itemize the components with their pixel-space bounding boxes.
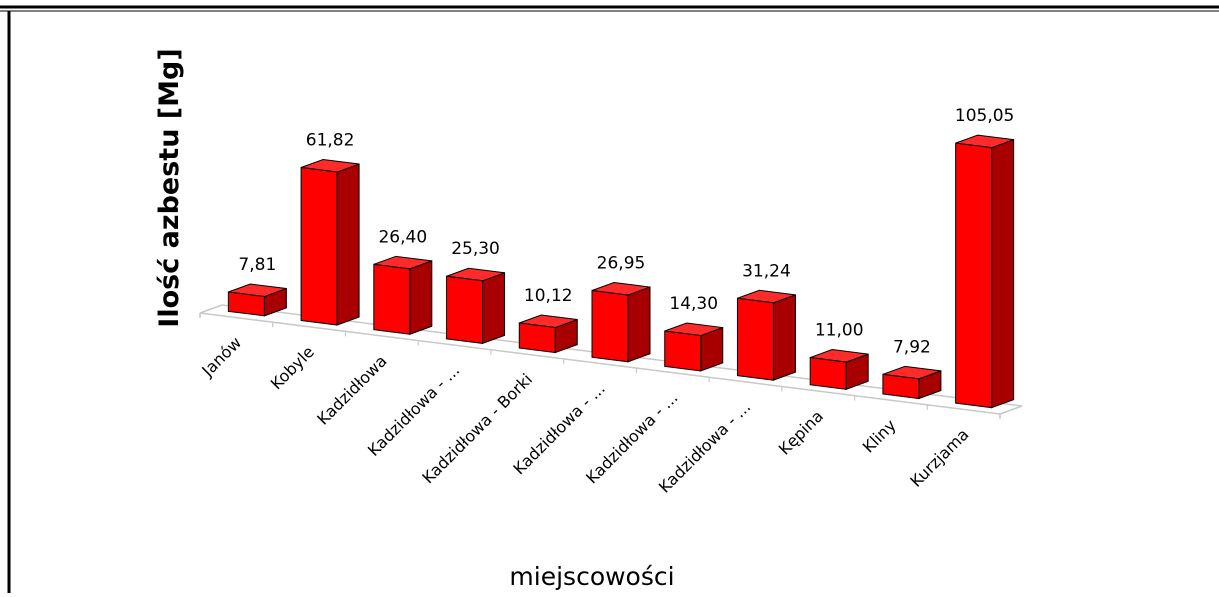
bar-front-face (373, 263, 411, 335)
bar (882, 365, 942, 400)
bar (955, 134, 1015, 409)
bar (591, 282, 651, 363)
x-tick-label: Kliny (859, 416, 900, 457)
bar (518, 314, 578, 354)
bar-front-face (882, 373, 920, 400)
data-label: 105,05 (955, 106, 1014, 126)
x-axis-title: miejscowości (509, 562, 674, 591)
bar-front-face (446, 275, 484, 344)
bar-front-face (809, 356, 847, 390)
data-label: 7,81 (238, 255, 276, 275)
data-label: 26,95 (597, 254, 646, 274)
bar-front-face (518, 322, 556, 354)
x-tick-label: Kadzidłowa (313, 351, 390, 428)
bar-front-face (591, 289, 629, 363)
bar-side-face (627, 286, 651, 363)
bar-side-face (409, 260, 433, 335)
x-tick-label: Kępina (775, 406, 827, 458)
data-label: 25,30 (451, 239, 500, 259)
bar (373, 255, 433, 335)
bar-front-face (955, 142, 993, 409)
bar-front-face (664, 330, 702, 372)
bar (664, 322, 724, 372)
bar-side-face (991, 138, 1015, 409)
data-label: 11,00 (815, 321, 864, 341)
bars-group (227, 134, 1015, 409)
data-label: 14,30 (669, 294, 718, 314)
bar (736, 289, 796, 381)
x-tick-label: Janów (197, 333, 245, 381)
data-label: 26,40 (378, 227, 427, 247)
bar-front-face (300, 166, 338, 326)
bar (809, 349, 869, 391)
data-label: 7,92 (893, 337, 931, 357)
bar (300, 158, 360, 326)
bar-front-face (736, 297, 774, 381)
bar-side-face (772, 294, 796, 381)
bar-side-face (482, 272, 506, 345)
bar (446, 267, 506, 345)
x-tick-label: Kurzjama (906, 425, 972, 491)
data-label: 61,82 (306, 130, 355, 150)
data-label: 31,24 (742, 261, 791, 281)
data-label: 10,12 (524, 286, 573, 306)
bar-front-face (227, 291, 265, 317)
y-axis-title: Ilość azbestu [Mg] (154, 48, 185, 327)
bar-side-face (336, 163, 360, 326)
value-labels-group: 7,81 61,82 26,40 25,30 10,12 26,95 14,30 31,24 1… (238, 106, 1014, 357)
x-tick-label: Kobyle (267, 342, 318, 393)
bar (227, 283, 287, 317)
